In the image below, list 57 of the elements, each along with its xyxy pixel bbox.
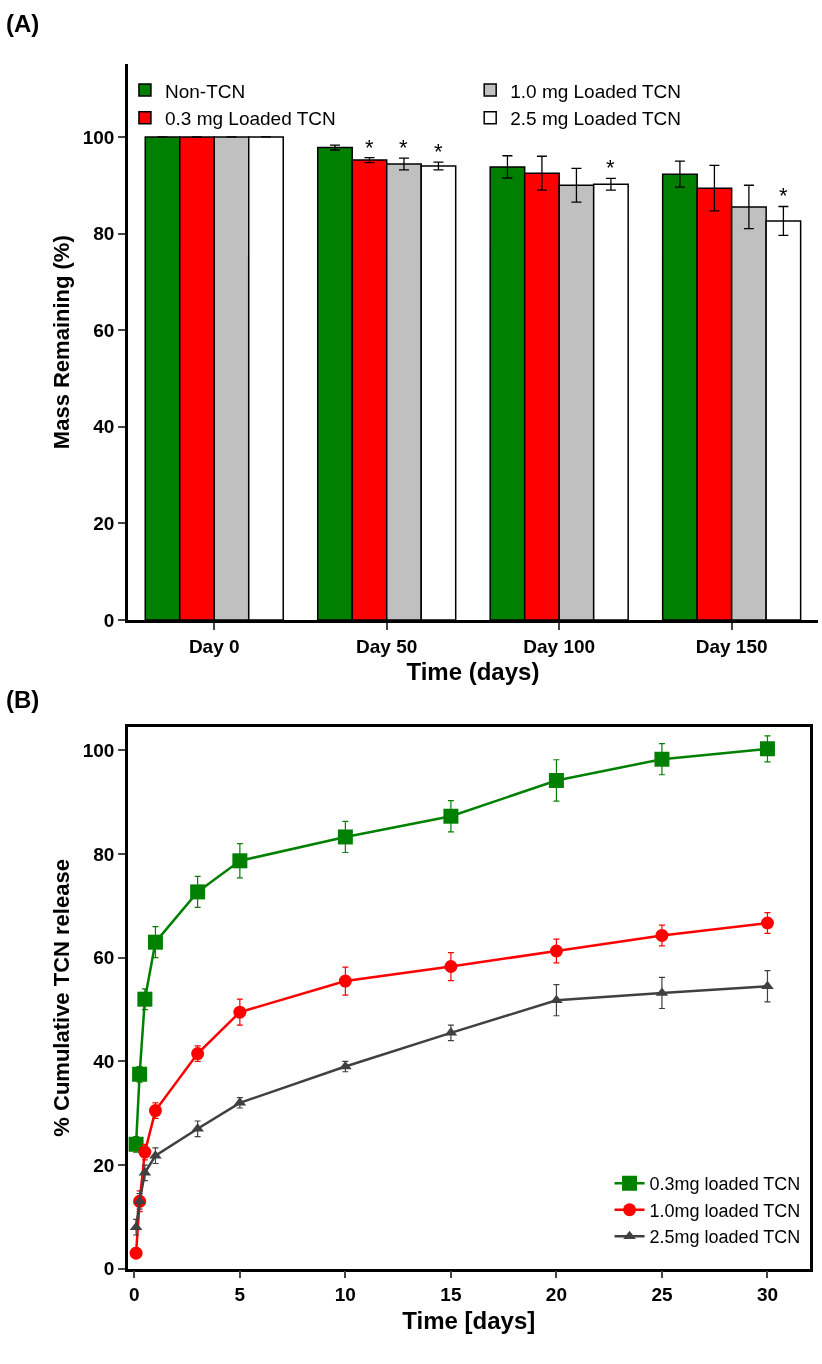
x-tick-label: 20	[545, 1284, 567, 1306]
point	[337, 829, 353, 845]
data-label: *	[779, 183, 788, 208]
legend-label: Non-TCN	[164, 80, 246, 102]
point	[549, 944, 563, 958]
point	[232, 853, 248, 869]
legend-label: 1.0 mg Loaded TCN	[510, 80, 681, 102]
point	[443, 808, 459, 824]
y-tick-label: 0	[103, 609, 115, 631]
point	[190, 884, 206, 900]
y-tick-label: 20	[93, 1154, 115, 1176]
x-tick-label: 0	[129, 1284, 140, 1306]
y-tick-label: 100	[82, 740, 115, 762]
y-tick-label: 100	[82, 126, 115, 148]
y-tick-label: 80	[93, 843, 115, 865]
x-tick-label: 30	[756, 1284, 779, 1306]
point	[759, 741, 775, 757]
y-tick-label: 80	[93, 223, 115, 245]
x-tick-label: Day 100	[523, 635, 596, 657]
chart-title: (B)	[6, 686, 40, 713]
y-tick-label: 60	[93, 947, 115, 969]
x-tick-label: Day 50	[356, 635, 418, 657]
point	[444, 960, 458, 974]
x-axis-title: Time (days)	[406, 657, 540, 685]
point	[338, 974, 352, 988]
data-label: *	[434, 139, 443, 164]
legend-label: 0.3 mg Loaded TCN	[164, 108, 336, 130]
legend-label: 1.0mg loaded TCN	[649, 1200, 801, 1221]
point	[132, 1066, 148, 1082]
data-label: *	[606, 155, 615, 180]
y-axis-title: Mass Remaining (%)	[48, 235, 74, 450]
point	[760, 916, 774, 930]
data-label: *	[399, 135, 408, 160]
x-tick-label: 5	[234, 1284, 246, 1306]
point	[147, 934, 163, 950]
point	[655, 928, 669, 942]
x-tick-label: 25	[651, 1284, 673, 1306]
x-tick-label: 15	[440, 1284, 462, 1306]
y-tick-label: 60	[93, 319, 115, 341]
x-tick-label: Day 0	[188, 635, 240, 657]
legend-label: 0.3mg loaded TCN	[649, 1174, 801, 1195]
y-tick-label: 0	[103, 1258, 115, 1280]
data-label: *	[365, 135, 374, 160]
point	[233, 1005, 247, 1019]
chart-title: (A)	[6, 10, 40, 37]
point	[137, 991, 153, 1007]
point	[654, 751, 670, 767]
legend-label: 2.5 mg Loaded TCN	[510, 108, 681, 130]
point	[548, 772, 564, 788]
legend-label: 2.5mg loaded TCN	[649, 1227, 801, 1248]
y-tick-label: 40	[93, 416, 115, 438]
x-tick-label: Day 150	[695, 635, 768, 657]
y-axis-title: % Cumulative TCN release	[48, 859, 74, 1137]
x-tick-label: 10	[334, 1284, 356, 1306]
y-tick-label: 40	[93, 1051, 115, 1073]
y-tick-label: 20	[93, 513, 115, 535]
x-axis-title: Time [days]	[402, 1306, 536, 1334]
